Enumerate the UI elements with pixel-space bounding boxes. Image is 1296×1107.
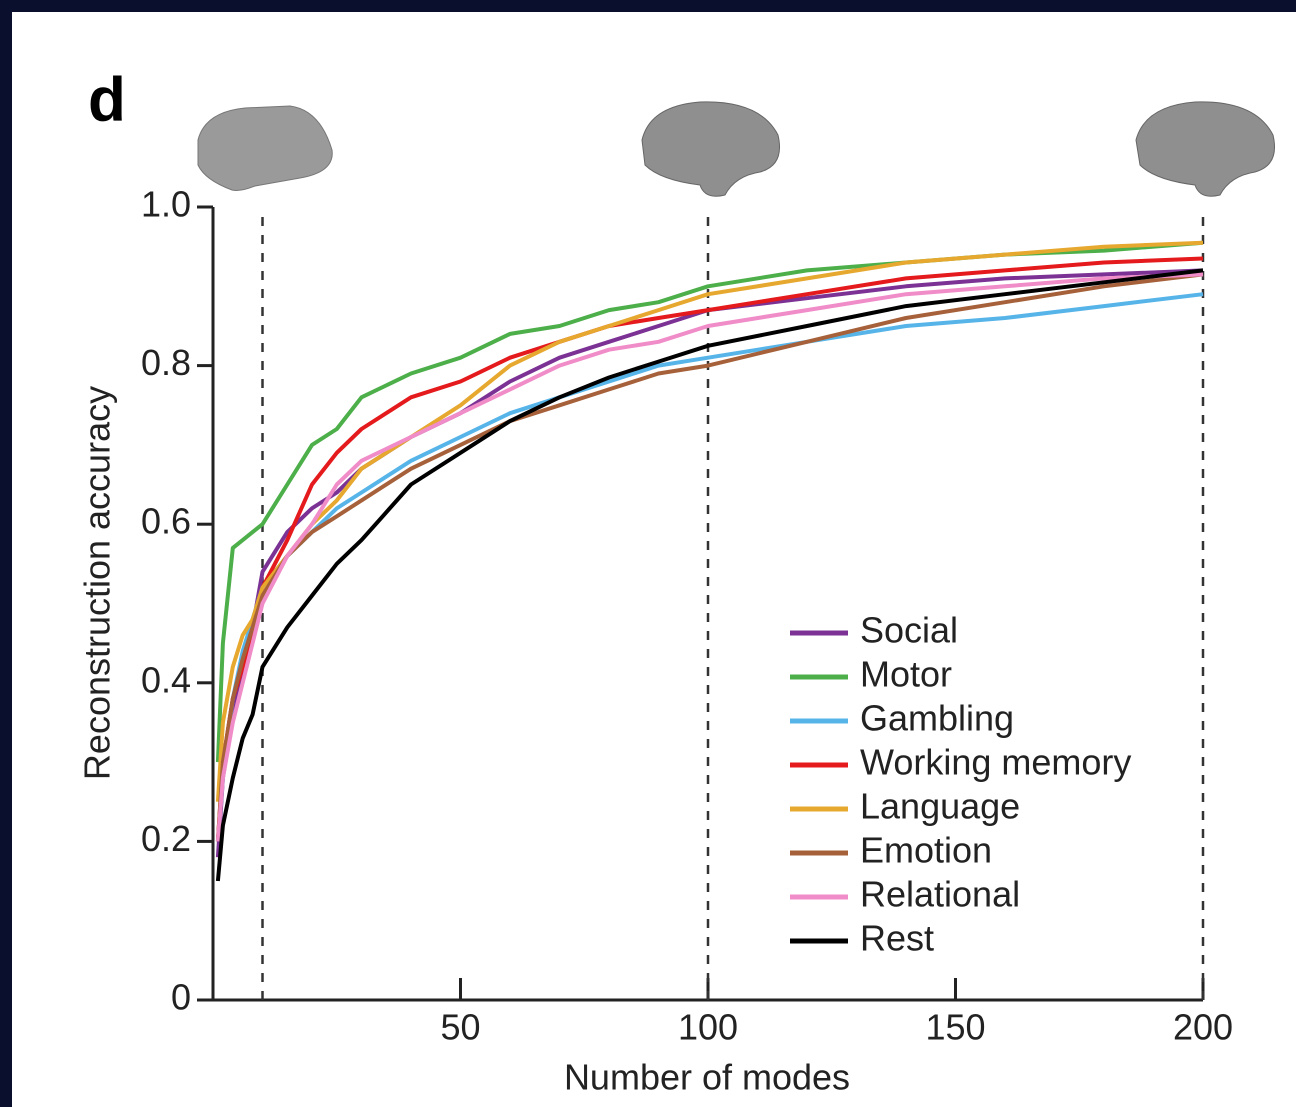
legend-label: Social (860, 610, 958, 651)
legend-label: Rest (860, 918, 934, 959)
panel (12, 12, 1296, 1107)
y-axis-label: Reconstruction accuracy (77, 386, 118, 780)
legend-label: Motor (860, 654, 952, 695)
series-line (215, 240, 1204, 802)
y-tick-label: 0.2 (141, 818, 191, 859)
series-line (215, 240, 1204, 763)
y-tick-label: 0.4 (141, 659, 191, 700)
legend-label: Gambling (860, 698, 1014, 739)
legend-label: Working memory (860, 742, 1131, 783)
x-tick-label: 200 (1173, 1007, 1233, 1048)
legend-label: Relational (860, 874, 1020, 915)
legend-label: Emotion (860, 830, 992, 871)
y-tick-label: 0 (171, 977, 191, 1018)
y-tick-label: 1.0 (141, 184, 191, 225)
brain-icon (1135, 101, 1275, 197)
panel-label: d (88, 65, 126, 134)
brain-icon (197, 105, 333, 191)
legend-label: Language (860, 786, 1020, 827)
brain-icon (641, 101, 780, 197)
x-tick-label: 50 (440, 1007, 480, 1048)
x-axis-label: Number of modes (564, 1057, 850, 1098)
x-tick-label: 100 (678, 1007, 738, 1048)
y-tick-label: 0.6 (141, 501, 191, 542)
x-tick-label: 150 (925, 1007, 985, 1048)
series-line (215, 272, 1204, 842)
y-tick-label: 0.8 (141, 342, 191, 383)
series-line (215, 272, 1204, 842)
series-line (215, 256, 1204, 842)
series-line (215, 292, 1204, 842)
series-line (215, 268, 1204, 882)
